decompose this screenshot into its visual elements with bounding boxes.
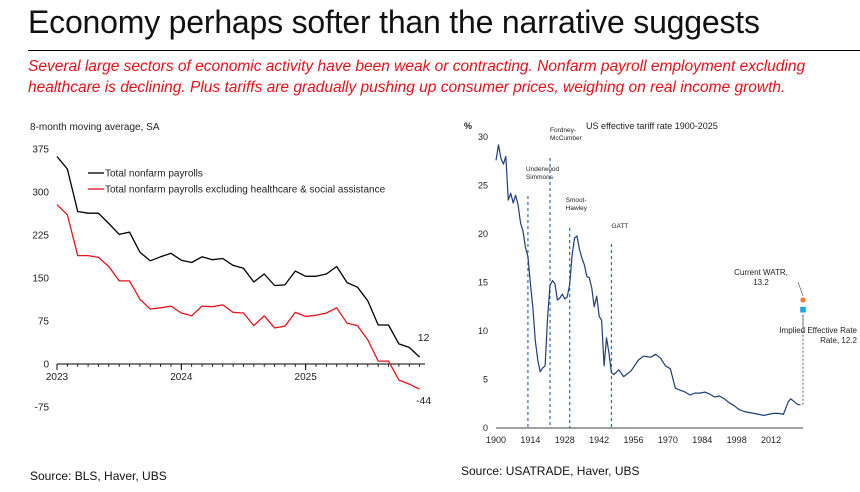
title-divider	[28, 50, 860, 51]
tariff-chart: US effective tariff rate 1900-2025% 0 5 10 1…	[464, 121, 858, 445]
y-tick-label: 75	[38, 317, 50, 328]
x-tick-label: 1998	[727, 435, 747, 445]
x-tick-label: 1942	[589, 435, 609, 445]
y-tick-label: 20	[478, 229, 488, 239]
y-tick-label: 0	[43, 360, 49, 371]
x-tick-label: 2024	[170, 372, 193, 383]
legend-label: Total nonfarm payrolls excluding healthc…	[105, 185, 386, 196]
x-tick-label: 1914	[520, 435, 540, 445]
x-tick-label: 1900	[486, 435, 506, 445]
y-axis-unit: %	[464, 121, 472, 131]
y-tick-label: 300	[32, 188, 49, 199]
y-tick-label: 0	[483, 423, 488, 433]
y-tick-label: 10	[478, 326, 488, 336]
marker-label-implied: Implied Effective Rate Rate, 12.2	[779, 326, 857, 345]
series-end-label: 12	[418, 332, 430, 344]
page-subtitle: Several large sectors of economic activi…	[28, 58, 806, 96]
left-source-note: Source: BLS, Haver, UBS	[30, 469, 167, 483]
y-tick-label: 25	[478, 181, 488, 191]
y-tick-label: 30	[478, 132, 488, 142]
legend-label: Total nonfarm payrolls	[105, 169, 203, 180]
right-source-note: Source: USATRADE, Haver, UBS	[461, 464, 640, 478]
y-tick-label: 375	[32, 145, 49, 156]
event-label-gatt: GATT	[611, 223, 628, 230]
marker-leader-current	[797, 281, 804, 297]
marker-current-watr	[800, 297, 806, 303]
series-line-tariff-rate	[495, 144, 801, 416]
x-tick-label: 2025	[295, 372, 318, 383]
payrolls-chart: 8-month moving average, SA -75 0 75 150 225 30…	[30, 122, 431, 414]
x-tick-label: 1928	[555, 435, 575, 445]
chart-title: US effective tariff rate 1900-2025	[586, 121, 718, 131]
x-tick-label: 1970	[658, 435, 678, 445]
chart-title: 8-month moving average, SA	[30, 122, 160, 133]
x-tick-label: 2012	[761, 435, 781, 445]
page-title: Economy perhaps softer than the narrativ…	[28, 4, 760, 40]
y-tick-label: 225	[32, 231, 49, 242]
event-label-underwood-simmons: Underwood Simmons	[526, 166, 560, 181]
event-label-smoot-hawley: Smoot-Hawley	[566, 197, 588, 212]
event-label-fordney-mccumber: Fordney-McCumber	[550, 127, 583, 142]
y-tick-label: 15	[478, 278, 488, 288]
series-end-label: -44	[416, 395, 431, 407]
x-tick-label: 1956	[624, 435, 644, 445]
y-tick-label: -75	[35, 403, 50, 414]
x-tick-label: 2023	[46, 372, 69, 383]
series-line-total-nonfarm-payrolls	[56, 156, 421, 358]
y-tick-label: 150	[32, 274, 49, 285]
x-tick-label: 1984	[692, 435, 712, 445]
series-line-total-nonfarm-payrolls-excluding-healthcare-social-assistance	[56, 204, 420, 390]
marker-implied-rate	[800, 306, 806, 313]
y-tick-label: 5	[483, 375, 488, 385]
marker-label-current: Current WATR, 13.2	[734, 268, 788, 287]
